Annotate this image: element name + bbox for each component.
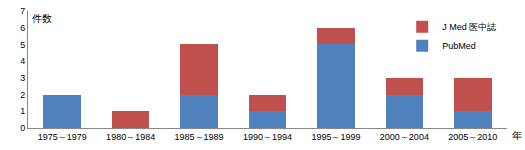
svg-text:6: 6 xyxy=(20,23,25,33)
svg-text:PubMed: PubMed xyxy=(442,41,476,51)
svg-text:0: 0 xyxy=(20,123,25,133)
svg-text:J Med 医中誌: J Med 医中誌 xyxy=(442,22,496,32)
svg-text:2005～2010: 2005～2010 xyxy=(448,132,497,142)
svg-text:1: 1 xyxy=(20,106,25,116)
svg-text:1985～1989: 1985～1989 xyxy=(175,132,224,142)
svg-text:3: 3 xyxy=(20,73,25,83)
svg-text:1975～1979: 1975～1979 xyxy=(38,132,87,142)
svg-text:1995～1999: 1995～1999 xyxy=(311,132,360,142)
svg-text:1990～1994: 1990～1994 xyxy=(243,132,292,142)
svg-text:1980～1984: 1980～1984 xyxy=(106,132,155,142)
svg-text:4: 4 xyxy=(20,56,25,66)
svg-text:件数: 件数 xyxy=(32,13,52,24)
svg-text:2000～2004: 2000～2004 xyxy=(380,132,429,142)
svg-text:7: 7 xyxy=(20,6,25,16)
svg-text:2: 2 xyxy=(20,90,25,100)
svg-text:年: 年 xyxy=(512,130,522,141)
svg-text:5: 5 xyxy=(20,40,25,50)
